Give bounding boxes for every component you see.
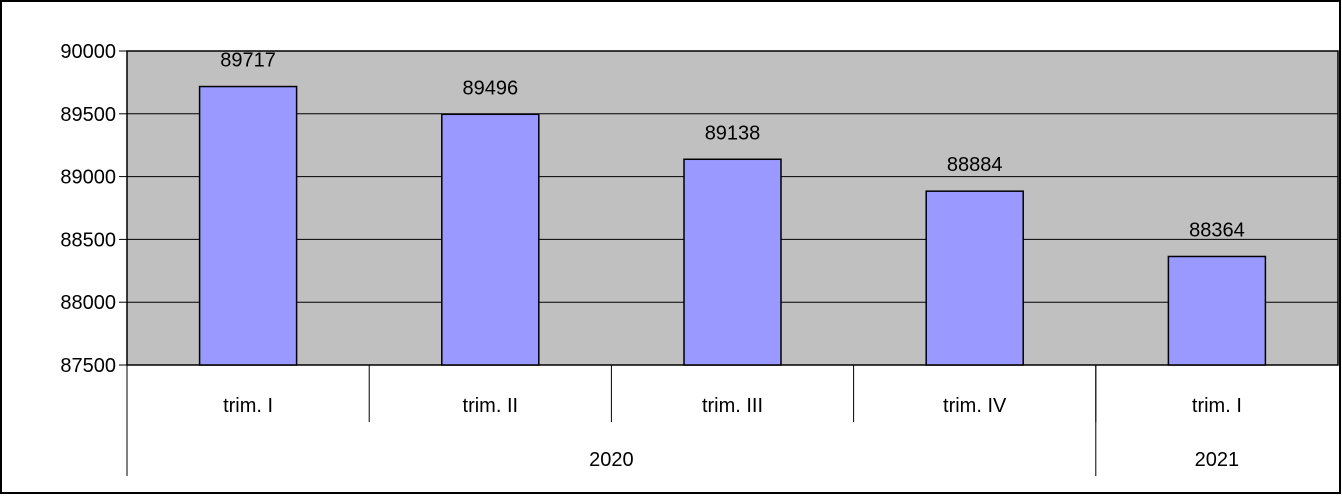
data-label: 89496 [462,77,518,99]
y-tick-label: 88000 [60,292,116,314]
bar [1167,255,1267,366]
data-label: 89138 [705,122,761,144]
y-tick-label: 89500 [60,104,116,126]
category-label: trim. I [1192,395,1242,417]
bar [925,190,1024,366]
bar [683,158,782,366]
group-label: 2020 [589,449,634,471]
data-label: 88884 [947,154,1003,176]
category-label: trim. I [223,395,273,417]
y-tick-label: 89000 [60,167,116,189]
bar [441,113,540,366]
group-label: 2021 [1195,449,1240,471]
bar [198,85,298,366]
data-label: 88364 [1189,219,1245,241]
category-label: trim. IV [943,395,1007,417]
y-tick-label: 88500 [60,229,116,251]
y-tick-label: 90000 [60,41,116,63]
category-label: trim. II [463,395,519,417]
data-label: 89717 [220,50,276,72]
y-tick-label: 87500 [60,355,116,377]
category-label: trim. III [702,395,763,417]
